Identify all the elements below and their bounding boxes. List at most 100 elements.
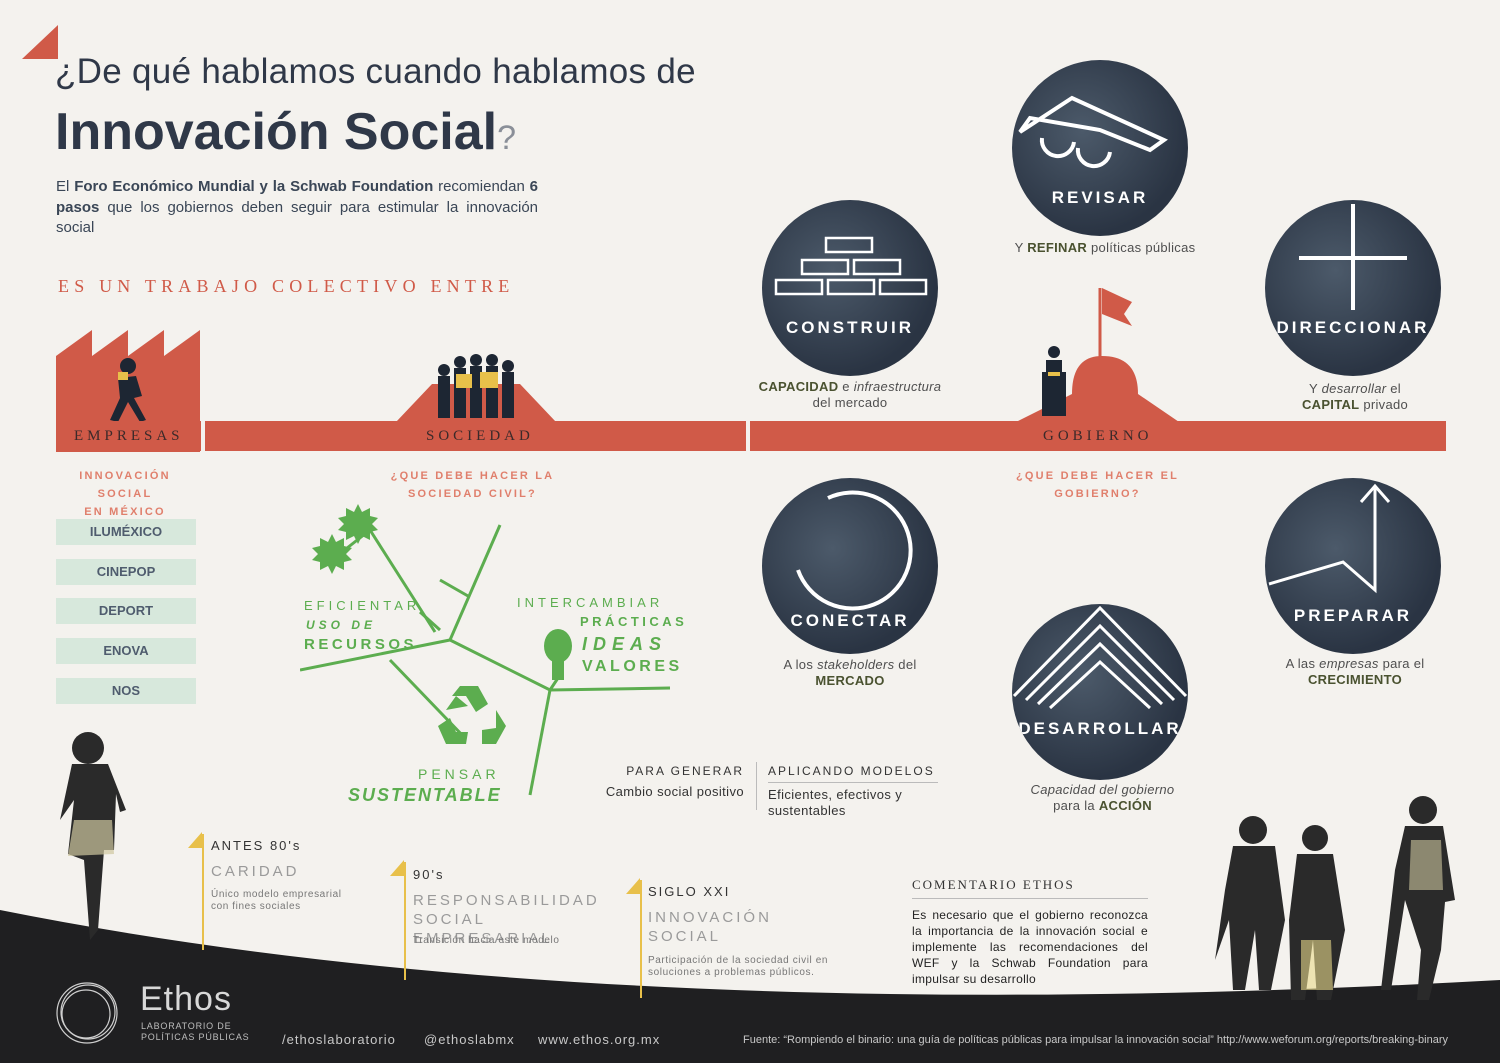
era-3-head: SIGLO XXI [648, 884, 731, 899]
comentario-divider [912, 898, 1148, 899]
revisar-cap-a: Y [1014, 240, 1028, 255]
modelos-underline [768, 782, 938, 783]
generar-divider [756, 762, 757, 810]
intro-paragraph: El Foro Económico Mundial y la Schwab Fo… [56, 177, 538, 239]
era-line-2 [404, 862, 406, 980]
intro-text-2: recomiendan [433, 178, 530, 195]
step-direccionar-caption: Y desarrollar el CAPITAL privado [1240, 381, 1470, 413]
step-revisar-label: REVISAR [1051, 188, 1149, 207]
era-flag-2-icon [390, 860, 404, 876]
step-conectar-caption: A los stakeholders del MERCADO [735, 657, 965, 689]
desarrollar-cap-a: para la [1053, 798, 1099, 813]
subtitle-gobierno-2: GOBIERNO? [1054, 488, 1141, 500]
title-question-mark: ? [497, 119, 517, 157]
step-preparar-label: PREPARAR [1293, 606, 1413, 625]
band-label-empresas: EMPRESAS [74, 428, 184, 444]
modelos-text: Eficientes, efectivos y sustentables [768, 787, 903, 818]
comentario-heading: COMENTARIO ETHOS [912, 877, 1075, 892]
conectar-cap-a: A los [783, 657, 818, 672]
woman-silhouette-icon [60, 732, 126, 940]
footer-twitter-link[interactable]: @ethoslabmx [424, 1032, 515, 1047]
group-silhouette-icon [1215, 796, 1455, 1000]
ethos-logo-icon [56, 982, 118, 1044]
title-line-1: ¿De qué hablamos cuando hablamos de [55, 52, 696, 91]
intro-text-1: El [56, 178, 75, 195]
crowd-icon [396, 354, 556, 422]
construir-cap-i: infraestructura [853, 379, 942, 394]
glasses-icon [1018, 95, 1168, 169]
era-3-desc: Participación de la sociedad civil en so… [648, 955, 829, 978]
growth-arrow-icon [1268, 483, 1391, 594]
label-ideas: IDEAS [582, 634, 668, 654]
generar-text: Cambio social positivo [605, 784, 744, 799]
direccionar-cap-i: desarrollar [1321, 381, 1387, 396]
step-conectar-label: CONECTAR [790, 611, 910, 630]
subtitle-gobierno-1: ¿QUE DEBE HACER EL [1015, 470, 1180, 482]
era-1-title: CARIDAD [211, 863, 300, 880]
subtitle-gobierno: ¿QUE DEBE HACER EL GOBIERNO? [1015, 467, 1180, 503]
label-intercambiar: INTERCAMBIAR [517, 595, 664, 610]
era-line-1 [202, 834, 204, 950]
subtitle-innovacion-1: INNOVACIÓN SOCIAL [79, 470, 171, 500]
desarrollar-cap-b: ACCIÓN [1098, 798, 1152, 813]
corner-triangle-icon [22, 25, 58, 59]
conectar-cap-b: MERCADO [815, 673, 885, 688]
crosshair-icon [1299, 204, 1407, 310]
conectar-cap-i: stakeholders [817, 657, 895, 672]
era-flag-1-icon [188, 832, 202, 848]
recycle-icon [438, 686, 506, 744]
label-uso-de: USO DE [306, 618, 377, 632]
step-revisar-caption: Y REFINAR políticas públicas [990, 240, 1220, 256]
era-1-desc: Único modelo empresarial con fines socia… [211, 889, 342, 912]
page-title: Innovación Social? [55, 102, 516, 162]
subtitle-sociedad-1: ¿QUE DEBE HACER LA [390, 470, 555, 482]
subtitle-sociedad: ¿QUE DEBE HACER LA SOCIEDAD CIVIL? [390, 467, 555, 503]
footer-brand: Ethos [140, 980, 232, 1018]
era-2-desc: Transición hacia este modelo [413, 935, 560, 946]
step-preparar-circle[interactable]: PREPARAR [1265, 478, 1441, 654]
band-label-sociedad: SOCIEDAD [426, 428, 534, 444]
generar-heading: PARA GENERAR [626, 764, 744, 778]
org-item-enova[interactable]: ENOVA [56, 638, 196, 664]
collective-heading: ES UN TRABAJO COLECTIVO ENTRE [58, 276, 515, 296]
org-item-deport[interactable]: DEPORT [56, 598, 196, 624]
step-construir-caption: CAPACIDAD e infraestructura del mercado [735, 379, 965, 411]
intro-bold-2: 6 pasos [56, 178, 538, 216]
direccionar-cap-c: el [1386, 381, 1401, 396]
label-recursos: RECURSOS [304, 636, 418, 653]
step-desarrollar-caption: Capacidad del gobierno para la ACCIÓN [985, 782, 1220, 814]
footer-source: Fuente: “Rompiendo el binario: una guía … [743, 1034, 1448, 1046]
intro-bold-1: Foro Económico Mundial y la Schwab Found… [74, 178, 434, 195]
org-item-cinepop[interactable]: CINEPOP [56, 559, 196, 585]
footer-web-link[interactable]: www.ethos.org.mx [538, 1032, 661, 1047]
era-line-3 [640, 880, 642, 998]
bricks-icon [774, 236, 928, 296]
label-pensar: PENSAR [418, 766, 500, 782]
org-item-ilumexico[interactable]: ILUMÉXICO [56, 519, 196, 545]
label-valores: VALORES [582, 658, 683, 675]
org-item-nos[interactable]: NOS [56, 678, 196, 704]
desarrollar-cap-i: Capacidad del gobierno [1030, 782, 1175, 797]
era-3-title: INNOVACIÓN SOCIAL [648, 909, 772, 945]
chevrons-up-icon [1012, 605, 1188, 710]
society-branches-diagram [300, 504, 671, 796]
step-preparar-caption: A las empresas para el CRECIMIENTO [1240, 656, 1470, 688]
band-sociedad [205, 421, 746, 451]
step-direccionar-circle[interactable]: DIRECCIONAR [1265, 200, 1441, 376]
comentario-block: COMENTARIO ETHOS Es necesario que el gob… [912, 877, 1148, 987]
preparar-cap-b: CRECIMIENTO [1307, 672, 1403, 687]
step-revisar-circle[interactable]: REVISAR [1012, 60, 1188, 236]
lightbulb-icon [544, 629, 572, 680]
comentario-text: Es necesario que el gobierno reconozca l… [912, 908, 1148, 986]
construir-cap-b: CAPACIDAD [758, 379, 839, 394]
footer-facebook-link[interactable]: /ethoslaboratorio [282, 1032, 396, 1047]
band-label-gobierno: GOBIERNO [1043, 428, 1153, 444]
footer-brand-sub-2: POLÍTICAS PÚBLICAS [141, 1032, 250, 1042]
intro-text-3: que los gobiernos deben seguir para esti… [56, 198, 538, 237]
step-conectar-circle[interactable]: CONECTAR [762, 478, 938, 654]
conectar-cap-c: del [894, 657, 917, 672]
step-desarrollar-circle[interactable]: DESARROLLAR [1012, 604, 1188, 780]
band-gobierno [750, 421, 1446, 451]
step-construir-circle[interactable]: CONSTRUIR [762, 200, 938, 376]
construir-cap-c: del mercado [812, 395, 888, 410]
